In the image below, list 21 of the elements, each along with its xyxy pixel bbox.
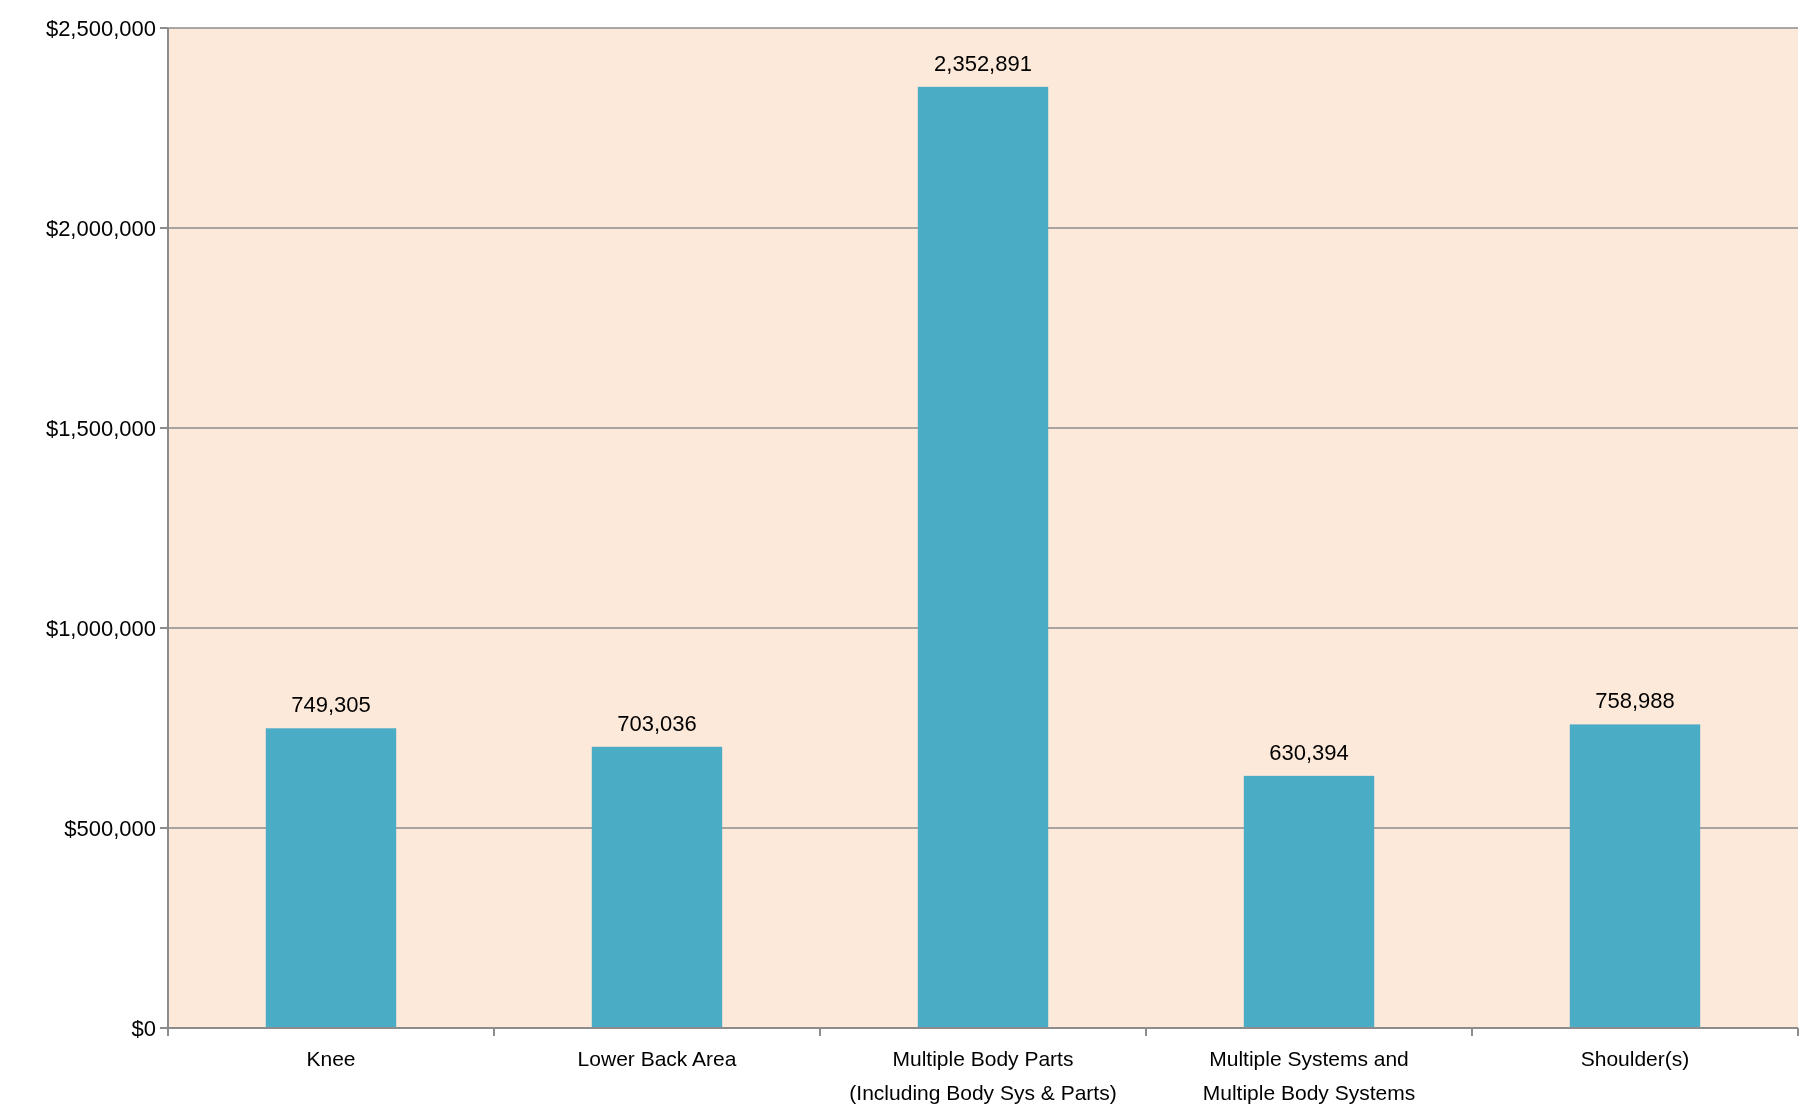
y-tick-label: $0 — [131, 1015, 156, 1041]
data-label: 758,988 — [1595, 688, 1675, 714]
x-tick-label: Shoulder(s) — [1580, 1047, 1690, 1070]
data-label: 2,352,891 — [934, 50, 1032, 76]
y-tick-label: $1,500,000 — [45, 415, 156, 441]
bar — [591, 746, 723, 1028]
x-tick-label: Multiple Systems and Multiple Body Systems — [1202, 1047, 1416, 1104]
y-tick-label: $2,000,000 — [45, 215, 156, 241]
bar — [1243, 775, 1375, 1028]
data-label: 630,394 — [1269, 739, 1349, 765]
y-tick-label: $1,000,000 — [45, 615, 156, 641]
y-tick-label: $500,000 — [64, 815, 156, 841]
bar — [265, 728, 397, 1028]
bar — [917, 86, 1049, 1028]
y-tick-label: $2,500,000 — [45, 15, 156, 41]
x-tick-label: Knee — [306, 1047, 356, 1070]
data-label: 749,305 — [291, 692, 371, 718]
bar — [1569, 724, 1701, 1028]
x-tick-label: Multiple Body Parts (Including Body Sys & Parts) — [849, 1047, 1117, 1104]
x-tick-label: Lower Back Area — [577, 1047, 737, 1070]
data-label: 703,036 — [617, 710, 697, 736]
